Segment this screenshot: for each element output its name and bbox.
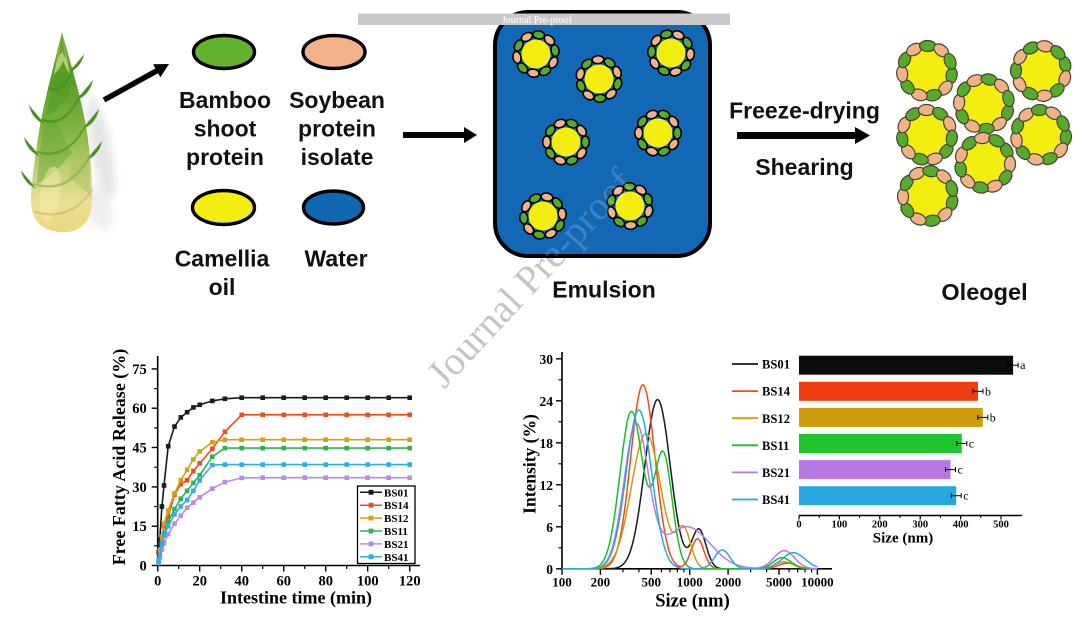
svg-text:60: 60 (276, 574, 291, 590)
svg-text:40: 40 (234, 574, 249, 590)
svg-text:Oleogel: Oleogel (941, 279, 1027, 305)
svg-text:300: 300 (912, 520, 928, 531)
svg-text:BS12: BS12 (762, 412, 790, 426)
svg-text:BS01: BS01 (384, 487, 408, 499)
svg-text:c: c (963, 489, 968, 503)
svg-text:Water: Water (304, 246, 367, 272)
svg-text:6: 6 (546, 520, 553, 535)
svg-text:Emulsion: Emulsion (552, 277, 656, 303)
svg-text:BS11: BS11 (762, 439, 789, 453)
svg-text:10000: 10000 (801, 574, 834, 589)
svg-text:Freeze-drying: Freeze-drying (729, 98, 880, 124)
svg-text:BS41: BS41 (384, 552, 408, 564)
svg-text:500: 500 (993, 520, 1009, 531)
svg-text:protein: protein (298, 116, 376, 142)
svg-text:b: b (990, 410, 996, 424)
svg-text:0: 0 (796, 520, 801, 531)
svg-text:0: 0 (546, 562, 553, 577)
svg-text:b: b (985, 384, 991, 398)
svg-text:isolate: isolate (301, 144, 374, 170)
svg-text:protein: protein (186, 144, 264, 170)
svg-text:Journal Pre-proof: Journal Pre-proof (502, 15, 573, 26)
svg-text:BS41: BS41 (762, 493, 790, 507)
svg-text:shoot: shoot (194, 116, 257, 142)
svg-text:500: 500 (642, 574, 662, 589)
svg-text:Intensity (%): Intensity (%) (520, 414, 540, 514)
svg-text:0: 0 (139, 559, 146, 575)
svg-text:20: 20 (192, 574, 207, 590)
svg-text:80: 80 (318, 574, 333, 590)
svg-text:BS01: BS01 (762, 358, 790, 372)
svg-text:c: c (958, 463, 963, 477)
svg-text:120: 120 (399, 574, 421, 590)
svg-text:24: 24 (540, 394, 554, 409)
svg-text:12: 12 (540, 478, 554, 493)
svg-text:15: 15 (132, 519, 147, 535)
svg-text:Size (nm): Size (nm) (655, 592, 730, 612)
svg-text:Free Fatty Acid Release (%): Free Fatty Acid Release (%) (109, 349, 130, 566)
svg-text:Bamboo: Bamboo (179, 87, 271, 113)
svg-text:30: 30 (132, 480, 147, 496)
svg-text:BS12: BS12 (384, 513, 409, 525)
svg-text:BS14: BS14 (384, 500, 409, 512)
svg-text:BS21: BS21 (762, 466, 790, 480)
svg-text:2000: 2000 (715, 574, 741, 589)
svg-text:100: 100 (357, 574, 379, 590)
svg-text:oil: oil (209, 274, 236, 300)
svg-text:BS21: BS21 (384, 539, 408, 551)
svg-text:45: 45 (132, 441, 147, 457)
svg-text:400: 400 (953, 520, 969, 531)
svg-text:BS11: BS11 (384, 526, 408, 538)
svg-text:Camellia: Camellia (175, 246, 270, 272)
svg-text:100: 100 (552, 574, 572, 589)
svg-text:18: 18 (540, 436, 554, 451)
svg-text:Shearing: Shearing (755, 154, 853, 180)
svg-text:Soybean: Soybean (289, 87, 385, 113)
svg-text:a: a (1020, 358, 1026, 372)
svg-text:200: 200 (872, 520, 888, 531)
svg-text:5000: 5000 (766, 574, 792, 589)
svg-text:200: 200 (591, 574, 611, 589)
svg-text:BS14: BS14 (762, 385, 791, 399)
svg-text:Intestine time (min): Intestine time (min) (220, 588, 372, 609)
svg-text:1000: 1000 (677, 574, 703, 589)
svg-text:60: 60 (132, 401, 147, 417)
svg-text:c: c (969, 437, 974, 451)
svg-text:75: 75 (132, 362, 147, 378)
svg-text:Size (nm): Size (nm) (873, 531, 933, 547)
svg-text:30: 30 (540, 352, 554, 367)
svg-text:0: 0 (154, 574, 161, 590)
svg-text:100: 100 (832, 520, 848, 531)
